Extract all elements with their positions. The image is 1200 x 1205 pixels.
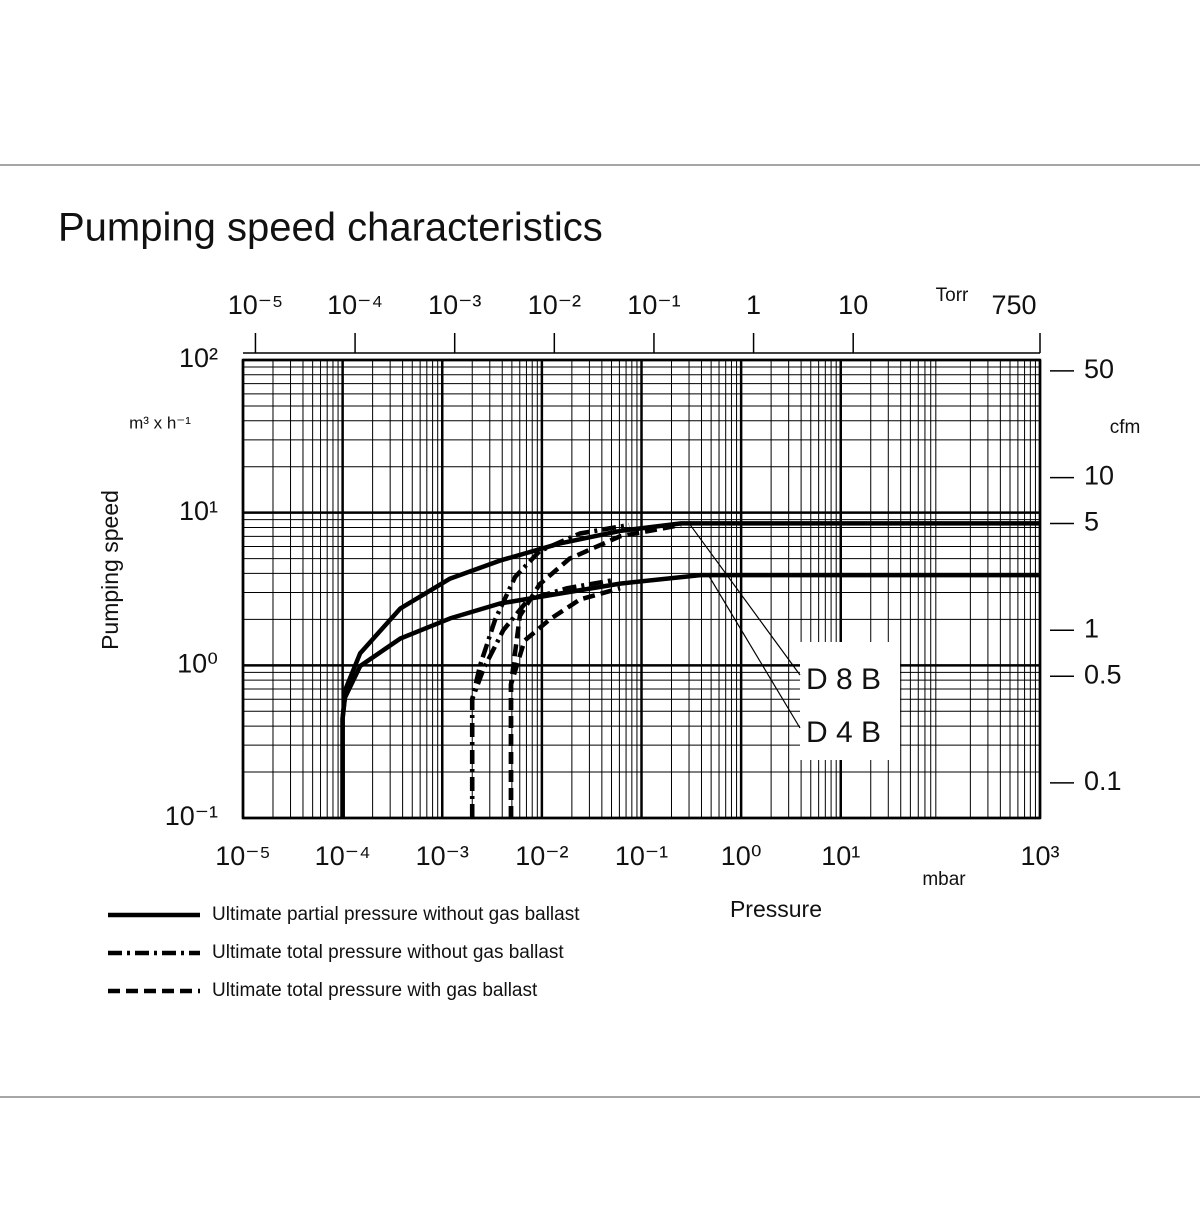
x2-tick-label: 10⁻⁵ — [228, 290, 283, 320]
leader-line — [688, 523, 801, 676]
x2-tick-label: 10⁻⁴ — [327, 290, 383, 320]
x2-axis-unit: Torr — [936, 285, 969, 306]
chart-title: Pumping speed characteristics — [58, 206, 603, 250]
x2-tick-label: 10⁻² — [528, 290, 581, 320]
x-tick-label: 10⁻⁵ — [215, 841, 270, 871]
y2-tick-label: 0.5 — [1084, 659, 1122, 689]
series-line — [508, 586, 621, 818]
y-tick-label: 10¹ — [179, 496, 218, 526]
series-line — [469, 578, 612, 818]
y-tick-label: 10⁰ — [177, 648, 218, 678]
x-tick-label: 10⁰ — [721, 841, 762, 871]
y2-axis-unit: cfm — [1110, 417, 1141, 438]
y2-tick-label: 5 — [1084, 507, 1099, 537]
x-tick-label: 10⁻² — [515, 841, 568, 871]
y-axis-unit: m³ x h⁻¹ — [129, 413, 191, 432]
series-line — [340, 572, 1040, 818]
legend-label: Ultimate partial pressure without gas ba… — [212, 904, 580, 925]
y-axis-title: Pumping speed — [97, 490, 123, 650]
series-line — [469, 522, 630, 818]
y-tick-label: 10² — [179, 343, 218, 373]
y2-tick-label: 10 — [1084, 461, 1114, 491]
x-tick-label: 10⁻⁴ — [315, 841, 371, 871]
x-tick-label: 10⁻¹ — [615, 841, 668, 871]
curve-label: D 8 B — [806, 663, 881, 696]
plot-frame — [241, 358, 1042, 820]
leader-line — [707, 574, 801, 729]
x2-tick-label: 10⁻³ — [428, 290, 481, 320]
series-line — [508, 522, 682, 818]
x-tick-label: 10¹ — [821, 841, 860, 871]
y2-tick-label: 0.1 — [1084, 766, 1122, 796]
label-box — [800, 642, 900, 760]
y2-tick-label: 50 — [1084, 354, 1114, 384]
x2-tick-label: 10⁻¹ — [627, 290, 680, 320]
x2-tick-label: 750 — [991, 290, 1036, 320]
curve-label: D 4 B — [806, 716, 881, 749]
y2-tick-label: 1 — [1084, 613, 1099, 643]
legend-label: Ultimate total pressure with gas ballast — [212, 980, 538, 1001]
x-tick-label: 10⁻³ — [416, 841, 469, 871]
legend-label: Ultimate total pressure without gas ball… — [212, 942, 564, 963]
x2-tick-label: 1 — [746, 290, 761, 320]
x2-tick-label: 10 — [838, 290, 868, 320]
x-axis-title: Pressure — [730, 896, 822, 922]
y-tick-label: 10⁻¹ — [165, 801, 218, 831]
x-tick-label: 10³ — [1020, 841, 1059, 871]
x-axis-unit: mbar — [922, 869, 966, 890]
